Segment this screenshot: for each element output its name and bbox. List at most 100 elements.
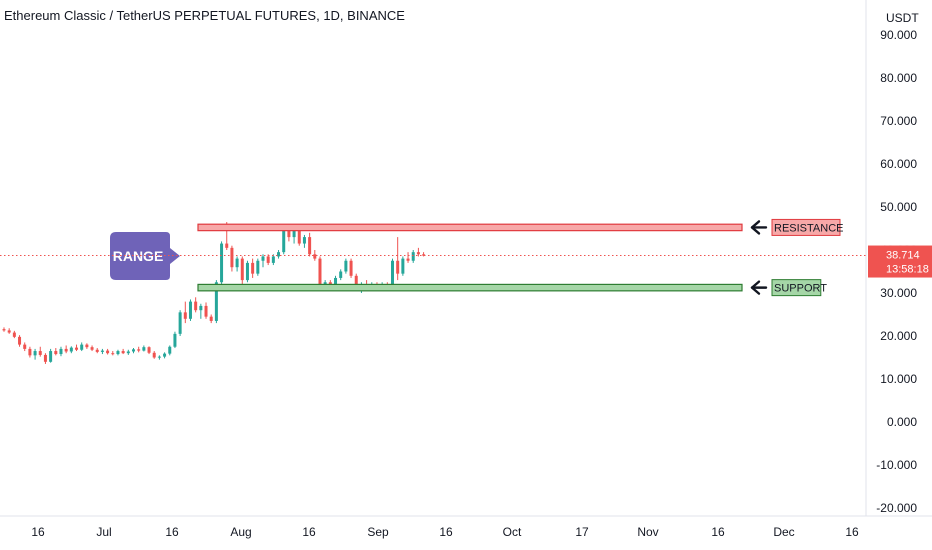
time-tick-label: 16 [711,525,725,539]
candle[interactable] [230,245,234,272]
candle[interactable] [204,302,208,319]
candle[interactable] [209,314,213,324]
candle-body [54,351,58,355]
candle[interactable] [12,330,16,339]
candle[interactable] [142,345,146,352]
candle-body [194,301,198,311]
candle-body [313,254,317,259]
candle[interactable] [121,348,125,355]
candle[interactable] [59,346,63,357]
candle-body [7,330,11,333]
candle[interactable] [199,303,203,319]
time-tick-label: 16 [302,525,316,539]
candle[interactable] [116,349,120,356]
candle[interactable] [349,258,353,278]
candle[interactable] [100,348,104,355]
candle-body [106,350,110,354]
candle-body [173,333,177,347]
candle[interactable] [147,346,151,355]
candle[interactable] [85,343,89,349]
candle[interactable] [302,234,306,248]
candle[interactable] [95,348,99,354]
candle[interactable] [137,346,141,353]
candle[interactable] [261,254,265,268]
candle[interactable] [183,301,187,324]
support-annotation[interactable]: SUPPORT [750,279,827,297]
support-label: SUPPORT [774,283,827,295]
candle-body [199,305,203,311]
candle[interactable] [69,346,73,354]
candle[interactable] [313,250,317,261]
candle[interactable] [126,349,130,355]
candle[interactable] [401,256,405,276]
candle[interactable] [245,260,249,283]
candle[interactable] [318,256,322,289]
candle[interactable] [235,256,239,272]
candle[interactable] [220,241,224,285]
candle[interactable] [391,258,394,289]
candle[interactable] [308,232,312,257]
resistance-annotation[interactable]: RESISTANCE [750,218,843,236]
candle[interactable] [157,355,161,360]
candle[interactable] [396,237,400,281]
candle[interactable] [80,342,84,352]
candle[interactable] [339,269,343,281]
price-axis[interactable]: USDT90.00080.00070.00060.00050.00040.000… [865,0,932,516]
candle-body [2,329,6,331]
candle[interactable] [178,310,182,336]
resistance-zone[interactable] [197,223,743,232]
candle[interactable] [28,346,32,358]
candle[interactable] [163,352,167,359]
candle[interactable] [277,250,281,259]
candle[interactable] [106,348,110,355]
candle-body [188,301,192,319]
candle[interactable] [43,353,47,364]
candle[interactable] [152,351,156,359]
candle[interactable] [90,345,94,352]
time-tick-label: Sep [367,525,389,539]
last-price-tag[interactable]: 38.714 13:58:18 [868,245,932,278]
candle[interactable] [240,256,244,285]
candle-body [132,349,135,352]
candle[interactable] [256,258,260,276]
candle[interactable] [266,254,270,266]
candle[interactable] [406,252,410,263]
candle[interactable] [194,297,198,313]
candle-body [163,353,167,357]
candle[interactable] [64,345,68,354]
chart-title: Ethereum Classic / TetherUS PERPETUAL FU… [4,8,405,23]
candle[interactable] [49,348,53,363]
candle-body [406,258,410,261]
candle[interactable] [251,258,255,278]
candle-body [183,312,187,319]
candle[interactable] [411,250,415,263]
candle[interactable] [75,344,79,352]
candle[interactable] [2,327,6,332]
candle[interactable] [54,348,58,356]
candle-body [282,230,286,253]
candle-body [411,252,415,261]
candle[interactable] [33,348,37,360]
candle[interactable] [7,328,11,334]
plot-area[interactable]: RESISTANCE SUPPORT RANGE [0,218,866,364]
candle-body [349,260,353,276]
candle-body [230,247,234,268]
candle[interactable] [132,348,135,354]
candle-body [271,256,275,263]
candle[interactable] [188,299,192,321]
candle[interactable] [38,346,42,357]
candle[interactable] [271,254,275,266]
candle[interactable] [168,345,172,356]
candle[interactable] [23,342,27,352]
candle-body [292,228,296,238]
time-axis[interactable]: 16 Jul 16 Aug 16 Sep 16 Oct 17 Nov 16 Dec 16 [0,515,932,539]
support-zone[interactable] [197,283,743,292]
candle[interactable] [173,331,177,349]
candle[interactable] [111,351,115,356]
candle[interactable] [344,258,348,274]
candle[interactable] [18,335,22,347]
candle[interactable] [416,247,420,257]
candle[interactable] [282,228,286,255]
candle[interactable] [422,252,426,257]
